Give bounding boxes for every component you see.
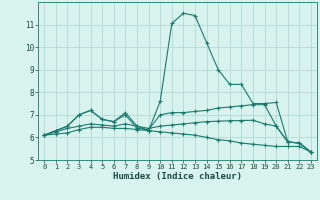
X-axis label: Humidex (Indice chaleur): Humidex (Indice chaleur) — [113, 172, 242, 181]
